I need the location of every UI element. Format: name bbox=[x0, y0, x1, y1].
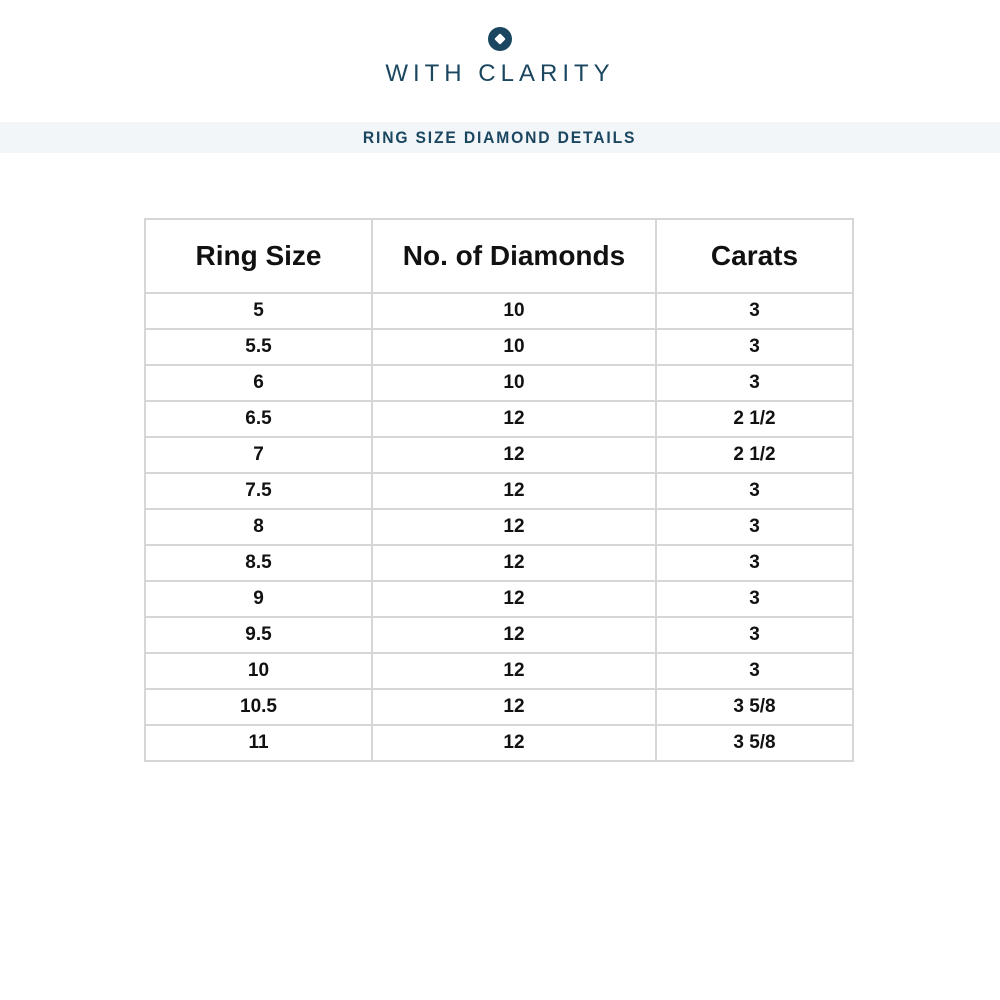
diamond-glyph bbox=[494, 33, 506, 45]
table-cell: 11 bbox=[144, 724, 373, 762]
table-row: 9.5 12 3 bbox=[144, 616, 854, 654]
brand-logo-diamond-in-circle-icon bbox=[488, 27, 512, 51]
table-row: 7.5 12 3 bbox=[144, 472, 854, 510]
table-row: 6.5 12 2 1/2 bbox=[144, 400, 854, 438]
table-row: 8 12 3 bbox=[144, 508, 854, 546]
table-row: 6 10 3 bbox=[144, 364, 854, 402]
banner-title: RING SIZE DIAMOND DETAILS bbox=[363, 127, 637, 147]
table-cell: 12 bbox=[371, 652, 657, 690]
ring-size-table-container: Ring Size No. of Diamonds Carats 5 10 3 5.5 10… bbox=[144, 218, 854, 762]
table-cell: 3 bbox=[655, 616, 854, 654]
table-cell: 12 bbox=[371, 472, 657, 510]
table-cell: 12 bbox=[371, 616, 657, 654]
table-cell: 12 bbox=[371, 580, 657, 618]
table-cell: 2 1/2 bbox=[655, 400, 854, 438]
table-cell: 5.5 bbox=[144, 328, 373, 366]
table-cell: 3 bbox=[655, 580, 854, 618]
table-cell: 6.5 bbox=[144, 400, 373, 438]
table-cell: 3 bbox=[655, 364, 854, 402]
table-cell: 2 1/2 bbox=[655, 436, 854, 474]
details-table: Ring Size No. of Diamonds Carats 5 10 3 5.5 10… bbox=[144, 218, 854, 762]
table-cell: 3 bbox=[655, 472, 854, 510]
table-cell: 5 bbox=[144, 292, 373, 330]
brand-name: WITH CLARITY bbox=[385, 60, 615, 87]
table-cell: 12 bbox=[371, 508, 657, 546]
table-row: 7 12 2 1/2 bbox=[144, 436, 854, 474]
table-cell: 12 bbox=[371, 724, 657, 762]
table-cell: 3 5/8 bbox=[655, 688, 854, 726]
table-cell: 3 bbox=[655, 652, 854, 690]
table-cell: 12 bbox=[371, 688, 657, 726]
table-row: 9 12 3 bbox=[144, 580, 854, 618]
table-cell: 10 bbox=[371, 292, 657, 330]
table-cell: 10 bbox=[144, 652, 373, 690]
column-header-no-of-diamonds: No. of Diamonds bbox=[371, 218, 657, 294]
table-cell: 6 bbox=[144, 364, 373, 402]
column-header-carats: Carats bbox=[655, 218, 854, 294]
table-cell: 3 bbox=[655, 328, 854, 366]
table-cell: 3 bbox=[655, 292, 854, 330]
table-cell: 3 5/8 bbox=[655, 724, 854, 762]
table-cell: 12 bbox=[371, 400, 657, 438]
table-cell: 10 bbox=[371, 364, 657, 402]
table-row: 10.5 12 3 5/8 bbox=[144, 688, 854, 726]
table-cell: 7 bbox=[144, 436, 373, 474]
table-cell: 7.5 bbox=[144, 472, 373, 510]
column-header-ring-size: Ring Size bbox=[144, 218, 373, 294]
table-cell: 3 bbox=[655, 544, 854, 582]
table-body: 5 10 3 5.5 10 3 6 10 3 6.5 12 2 1/2 7 12 2 1/2 7.5 12 3 8 1… bbox=[144, 292, 854, 762]
table-row: 5 10 3 bbox=[144, 292, 854, 330]
table-cell: 3 bbox=[655, 508, 854, 546]
table-cell: 10.5 bbox=[144, 688, 373, 726]
table-cell: 9.5 bbox=[144, 616, 373, 654]
table-header: Ring Size No. of Diamonds Carats bbox=[144, 218, 854, 294]
table-cell: 10 bbox=[371, 328, 657, 366]
table-cell: 12 bbox=[371, 436, 657, 474]
table-cell: 8.5 bbox=[144, 544, 373, 582]
table-row: 8.5 12 3 bbox=[144, 544, 854, 582]
table-cell: 8 bbox=[144, 508, 373, 546]
table-row: 11 12 3 5/8 bbox=[144, 724, 854, 762]
table-row: 10 12 3 bbox=[144, 652, 854, 690]
banner: RING SIZE DIAMOND DETAILS bbox=[0, 122, 1000, 153]
table-cell: 9 bbox=[144, 580, 373, 618]
table-row: 5.5 10 3 bbox=[144, 328, 854, 366]
table-header-row: Ring Size No. of Diamonds Carats bbox=[144, 218, 854, 294]
table-cell: 12 bbox=[371, 544, 657, 582]
